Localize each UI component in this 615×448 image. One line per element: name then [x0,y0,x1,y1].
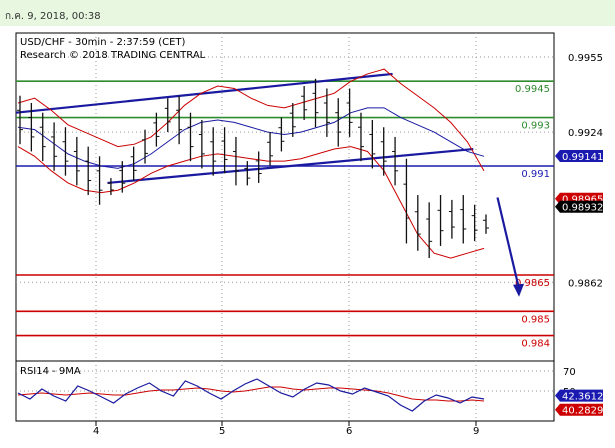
price-tag-label: 0.98965 [562,195,603,206]
channel-lower-line [107,147,474,185]
forecast-arrow-shaft [496,197,521,290]
rsi-line [17,378,485,412]
y-tick-label: 0.9862 [568,278,603,289]
chart-title: USD/CHF - 30min - 2:37:59 (CET) [20,37,186,48]
price-axis: 0.9955 0.9924 0.9862 [568,53,603,289]
price-tag-bg [555,150,603,163]
rsi-y-tick-label: 70 [563,367,576,378]
chart-subtitle: Research © 2018 TRADING CENTRAL [20,50,206,61]
trend-channel [15,72,474,185]
grid [16,33,554,421]
price-tag-bg [555,200,603,213]
rsi-tag-bg [555,389,603,402]
rsi-ma-line [17,386,485,402]
level-label: 0.9945 [515,84,550,95]
rsi-tag-label: 42.3612 [562,392,603,403]
band-middle-line [17,107,485,169]
x-tick-label: 4 [93,426,99,437]
price-tag-label: 0.99141 [562,152,603,163]
level-label: 0.984 [521,339,550,350]
level-label: 0.993 [521,121,550,132]
rsi-tag-label: 40.2829 [562,406,603,417]
channel-upper-line [15,72,393,114]
band-upper-line [17,68,485,172]
level-label: 0.985 [521,314,550,325]
level-label: 0.991 [521,169,550,180]
level-label: 0.9865 [515,278,550,289]
x-tick-label: 6 [346,426,352,437]
time-axis: 4 5 6 9 [93,421,479,437]
x-tick-label: 9 [473,426,479,437]
y-tick-label: 0.9955 [568,53,603,64]
rsi-title: RSI14 - 9MA [20,366,81,377]
timestamp-bar: ก.ค. 9, 2018, 00:38 [0,0,615,26]
forecast-arrow [496,197,525,297]
forecast-arrow-head [513,283,525,297]
x-tick-label: 5 [219,426,225,437]
ohlc-bars [17,78,489,259]
timestamp: ก.ค. 9, 2018, 00:38 [5,11,101,22]
y-tick-label: 0.9924 [568,128,603,139]
rsi-tag-bg [555,403,603,416]
price-tag-label: 0.98932 [562,203,603,214]
